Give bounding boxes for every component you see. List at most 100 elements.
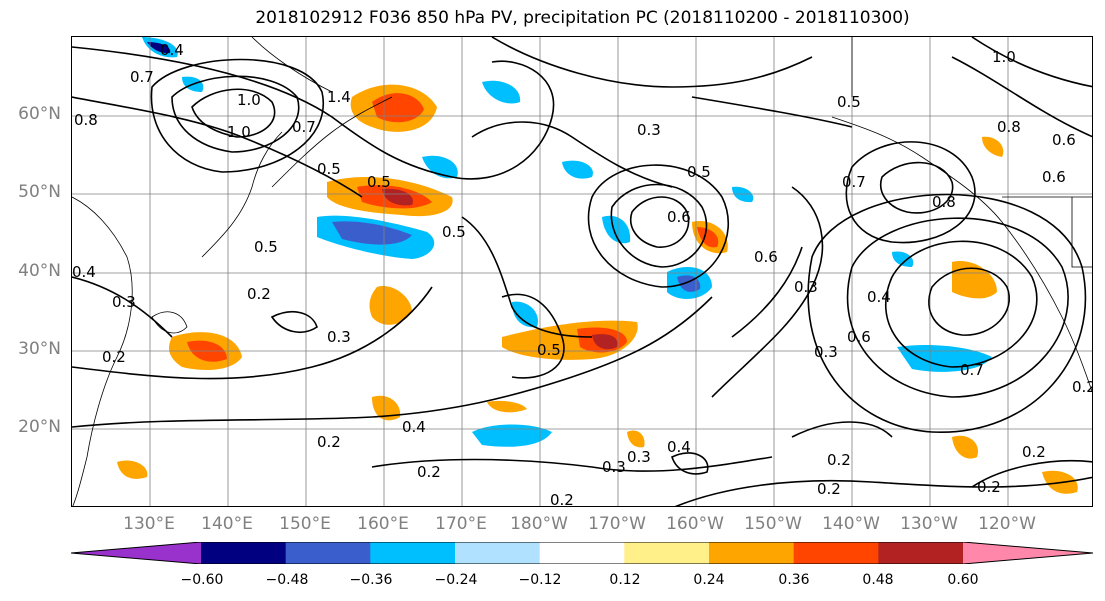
precip-positive-region [382, 188, 413, 206]
colorbar-tick-label: −0.36 [349, 572, 393, 588]
map-title: 2018102912 F036 850 hPa PV, precipitatio… [255, 8, 910, 28]
lon-label: 130°E [123, 514, 175, 534]
contour-label: 0.2 [977, 478, 1001, 496]
precip-positive-region [117, 460, 148, 479]
colorbar-segment [624, 542, 710, 564]
colorbar-tick-label: 0.36 [778, 572, 810, 588]
contour-label: 0.6 [847, 328, 871, 346]
precip-positive-region [627, 430, 645, 448]
precip-positive-region [982, 136, 1004, 157]
lon-label: 140°W [822, 514, 880, 534]
lat-label: 50°N [18, 182, 61, 202]
gridlines [72, 37, 1092, 506]
precip-negative-region [332, 221, 412, 245]
contour-label: 0.5 [442, 223, 466, 241]
colorbar-segment [793, 542, 879, 564]
contour-label: 0.5 [317, 160, 341, 178]
precip-negative-region [422, 155, 458, 179]
contour-label: 0.2 [827, 451, 851, 469]
lon-label: 120°W [978, 514, 1036, 534]
precip-negative-region [602, 215, 631, 244]
colorbar [71, 542, 1093, 564]
lon-label: 160°W [666, 514, 724, 534]
contour-label: 0.5 [254, 238, 278, 256]
colorbar-tick-label: −0.12 [518, 572, 562, 588]
contour-label: 0.4 [72, 263, 96, 281]
contour-label: 0.5 [837, 93, 861, 111]
precip-positive-region [592, 334, 618, 350]
precip-positive-region [697, 227, 719, 248]
precip-negative-region [147, 42, 171, 54]
contour-label: 1.4 [327, 88, 351, 106]
contour-label: 0.2 [417, 463, 441, 481]
contour-label: 0.7 [130, 68, 154, 86]
precip-negative-region [512, 301, 538, 328]
contour-labels: 0.4 0.7 1.0 0.8 1.4 0.7 1.0 0.5 0.5 0.5 … [72, 41, 1092, 506]
contour-label: 0.8 [932, 193, 956, 211]
lat-label: 60°N [18, 104, 61, 124]
contour-label: 0.3 [627, 448, 651, 466]
colorbar-segment [963, 542, 1093, 564]
lon-label: 130°W [900, 514, 958, 534]
contour-label: 0.4 [867, 288, 891, 306]
precip-positive-region [372, 395, 401, 421]
contour-label: 0.3 [814, 343, 838, 361]
precip-positive-region [369, 286, 412, 325]
contour-label: 0.2 [247, 285, 271, 303]
lon-label: 170°E [435, 514, 487, 534]
lat-label: 40°N [18, 261, 61, 281]
contour-label: 0.5 [537, 341, 561, 359]
map-plot: 0.4 0.7 1.0 0.8 1.4 0.7 1.0 0.5 0.5 0.5 … [72, 37, 1092, 506]
lon-label: 170°W [588, 514, 646, 534]
colorbar-segment [709, 542, 795, 564]
contour-label: 0.3 [637, 121, 661, 139]
colorbar-segment [71, 542, 201, 564]
colorbar-segment [370, 542, 456, 564]
colorbar-tick-label: 0.48 [862, 572, 894, 588]
colorbar-segment [878, 542, 964, 564]
contour-label: 1.0 [237, 91, 261, 109]
precip-positive-region [487, 400, 527, 413]
colorbar-tick-label: −0.48 [265, 572, 309, 588]
contour-label: 1.0 [992, 48, 1016, 66]
contour-label: 0.8 [997, 118, 1021, 136]
contour-label: 0.5 [367, 173, 391, 191]
contour-label: 0.6 [754, 248, 778, 266]
colorbar-segment [455, 542, 541, 564]
contour-label: 0.7 [960, 361, 984, 379]
colorbar-tick-label: 0.12 [609, 572, 641, 588]
contour-label: 0.4 [160, 41, 184, 59]
colorbar-tick-label: 0.60 [947, 572, 979, 588]
lon-label: 180°W [510, 514, 568, 534]
contour-label: 0.8 [74, 111, 98, 129]
lon-label: 140°E [201, 514, 253, 534]
contour-label: 0.6 [1052, 131, 1076, 149]
contour-label: 0.6 [1042, 168, 1066, 186]
coastlines [72, 37, 1092, 506]
lon-label: 160°E [357, 514, 409, 534]
map-panel: 0.4 0.7 1.0 0.8 1.4 0.7 1.0 0.5 0.5 0.5 … [71, 36, 1093, 507]
colorbar-tick-label: −0.24 [434, 572, 478, 588]
contour-label: 0.2 [1022, 443, 1046, 461]
contour-label: 0.2 [102, 348, 126, 366]
contour-label: 0.4 [667, 438, 691, 456]
contour-label: 1.0 [227, 123, 251, 141]
contour-label: 0.5 [687, 163, 711, 181]
precip-negative-region [472, 424, 552, 447]
precip-positive-region [952, 435, 978, 459]
lat-label: 30°N [18, 339, 61, 359]
contour-label: 0.2 [817, 480, 841, 498]
precip-negative-region [562, 160, 593, 179]
contour-label: 0.7 [292, 118, 316, 136]
precip-negative-region [732, 186, 754, 203]
colorbar-tick-label: 0.24 [693, 572, 725, 588]
pv-contours [72, 37, 1092, 506]
colorbar-segment [539, 542, 625, 564]
precip-negative-region [482, 80, 521, 104]
colorbar-tick-label: −0.60 [180, 572, 224, 588]
contour-label: 0.4 [402, 418, 426, 436]
lon-label: 150°E [279, 514, 331, 534]
contour-label: 0.2 [317, 433, 341, 451]
contour-label: 0.3 [112, 293, 136, 311]
precip-negative-region [892, 251, 914, 267]
